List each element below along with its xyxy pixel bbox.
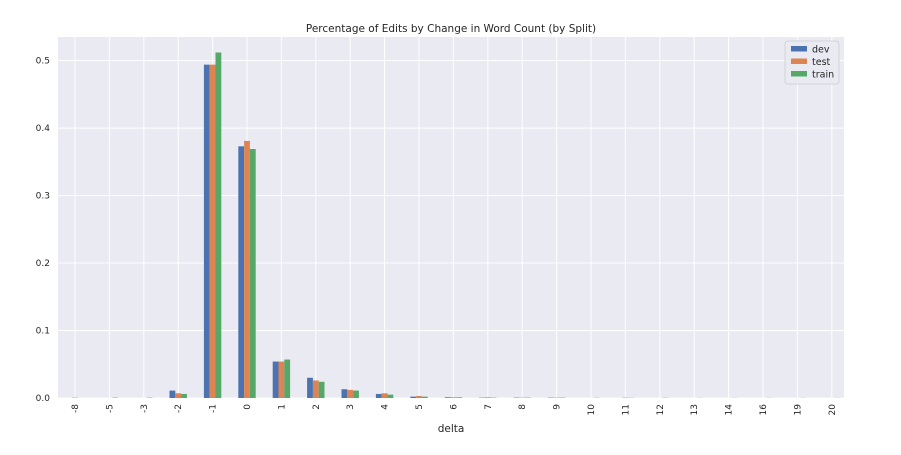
bar-train--2 xyxy=(181,393,187,398)
x-tick-label: -1 xyxy=(209,404,219,413)
bar-test-0 xyxy=(244,140,250,399)
x-tick-label: -8 xyxy=(71,404,81,413)
bar-train--1 xyxy=(215,52,222,399)
y-tick-labels: 0.0 0.1 0.2 0.3 0.4 0.5 xyxy=(36,57,51,404)
legend-swatch-test xyxy=(791,58,807,64)
x-tick-label: 2 xyxy=(312,404,322,410)
legend-label-dev: dev xyxy=(812,45,830,56)
x-tick-label: 20 xyxy=(828,404,838,416)
legend-swatch-train xyxy=(791,71,807,77)
x-tick-label: -3 xyxy=(140,404,150,413)
x-tick-label: -5 xyxy=(105,404,115,413)
bar-test--1 xyxy=(209,64,216,399)
x-tick-label: 0 xyxy=(243,404,253,410)
bar-train-4 xyxy=(387,394,394,398)
bar-dev-5 xyxy=(410,396,417,398)
x-tick-label: 13 xyxy=(690,404,700,415)
x-tick-label: 12 xyxy=(656,404,666,415)
grid xyxy=(58,37,844,399)
x-tick-label: 10 xyxy=(587,404,597,416)
bar-dev--1 xyxy=(203,64,210,399)
bar-train-5 xyxy=(421,396,428,398)
bar-dev--2 xyxy=(169,390,176,398)
bar-dev-6 xyxy=(444,397,451,398)
x-tick-label: 11 xyxy=(621,404,631,415)
x-tick-label: 5 xyxy=(415,404,425,410)
chart-title: Percentage of Edits by Change in Word Co… xyxy=(306,23,596,35)
x-tick-label: 8 xyxy=(518,404,528,410)
bar-test-1 xyxy=(278,361,285,398)
bar-train-0 xyxy=(249,149,256,398)
bar-dev-0 xyxy=(238,146,245,398)
x-tick-label: -2 xyxy=(174,404,184,413)
bar-test-2 xyxy=(312,380,319,398)
x-axis-label: delta xyxy=(438,423,465,435)
bar-dev-4 xyxy=(375,393,382,398)
x-tick-label: 14 xyxy=(725,404,735,416)
y-tick-label: 0.1 xyxy=(36,327,50,337)
x-tick-label: 19 xyxy=(793,404,803,416)
x-tick-label: 3 xyxy=(346,404,356,410)
y-tick-label: 0.0 xyxy=(36,394,51,404)
bar-dev-3 xyxy=(341,389,348,398)
x-tick-label: 4 xyxy=(381,404,391,410)
bars xyxy=(72,52,841,399)
bar-test-4 xyxy=(381,393,388,398)
bar-train-3 xyxy=(353,390,359,398)
y-tick-label: 0.5 xyxy=(36,57,50,67)
bar-test--2 xyxy=(175,393,182,398)
bar-dev-1 xyxy=(272,361,279,398)
x-tick-label: 6 xyxy=(449,404,459,410)
x-tick-label: 1 xyxy=(277,404,287,410)
legend-label-test: test xyxy=(812,57,831,68)
y-tick-label: 0.3 xyxy=(36,192,50,202)
bar-test-7 xyxy=(484,397,491,398)
x-tick-label: 16 xyxy=(759,404,769,416)
bar-train-1 xyxy=(284,359,291,398)
bar-test-5 xyxy=(416,395,422,398)
x-tick-label: 9 xyxy=(553,404,563,410)
bar-train-2 xyxy=(318,381,325,398)
bar-dev-2 xyxy=(307,377,313,398)
plot-background xyxy=(58,37,844,398)
legend-swatch-dev xyxy=(791,46,807,52)
bar-test-6 xyxy=(450,397,457,398)
y-tick-label: 0.4 xyxy=(36,124,51,134)
x-tick-label: 7 xyxy=(484,404,494,410)
legend-label-train: train xyxy=(812,70,834,81)
y-tick-label: 0.2 xyxy=(36,259,50,269)
bar-train-6 xyxy=(456,397,463,398)
bar-test-3 xyxy=(347,389,354,398)
x-tick-labels: -8 -5 -3 -2 -1 0 1 2 3 4 5 6 7 8 9 10 11 12 13 14 16 19 20 xyxy=(71,404,838,416)
